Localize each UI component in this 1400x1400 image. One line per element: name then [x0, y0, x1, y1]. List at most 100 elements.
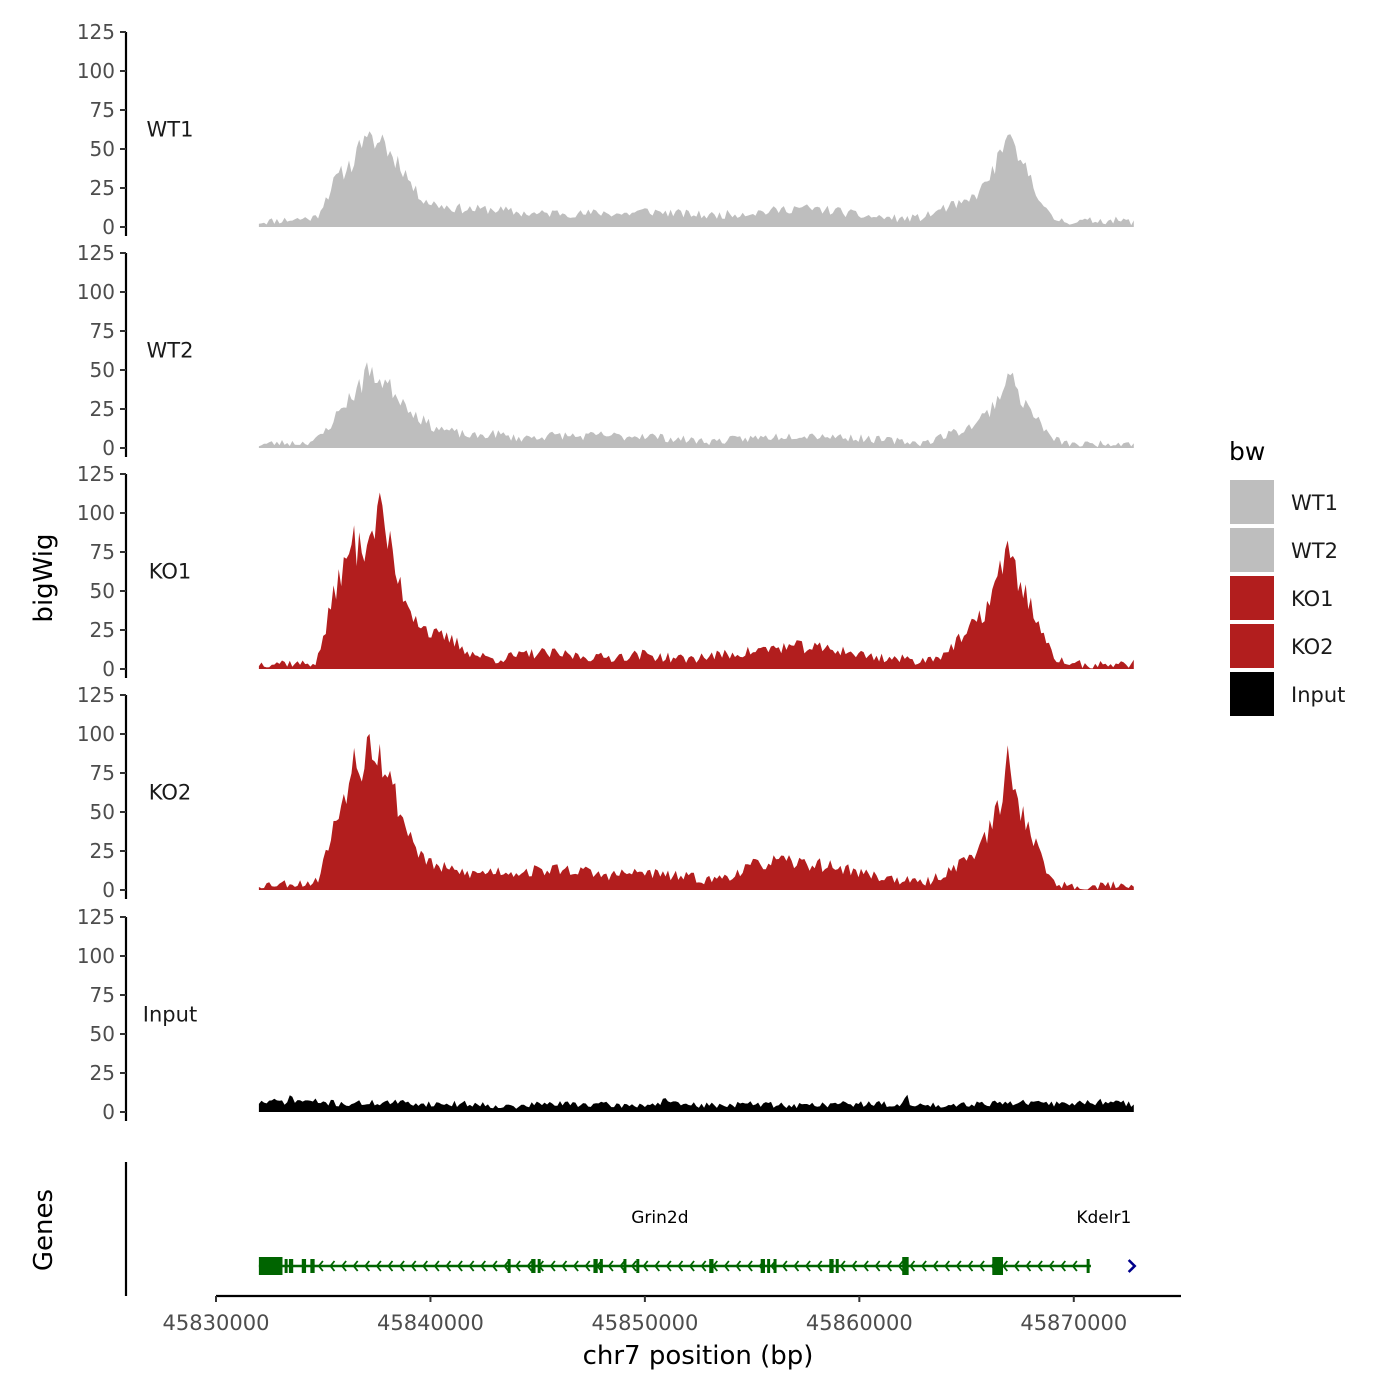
- bigwig-tracks: 0 25 50 75 100 125 WT1 0 25 50 75 100 125 WT2 0 25 50 75 1…: [77, 20, 1134, 1124]
- gene-exon: [593, 1259, 598, 1273]
- y-tick-label: 0: [102, 436, 115, 460]
- strand-chevron: [735, 1260, 742, 1272]
- strand-chevron: [352, 1260, 359, 1272]
- y-tick-label: 125: [77, 683, 115, 707]
- strand-chevron: [1002, 1260, 1009, 1272]
- track-wt2: 0 25 50 75 100 125 WT2: [77, 241, 1134, 460]
- track-wt1: 0 25 50 75 100 125 WT1: [77, 20, 1134, 239]
- gene-exon: [1086, 1259, 1090, 1273]
- y-tick-label: 75: [90, 540, 115, 564]
- strand-chevron: [1060, 1260, 1067, 1272]
- x-axis: 45830000 45840000 45850000 45860000 45870000: [163, 1294, 1181, 1335]
- gene-exon: [835, 1259, 839, 1273]
- strand-chevron: [642, 1260, 649, 1272]
- strand-chevron: [886, 1260, 893, 1272]
- strand-chevron: [619, 1260, 626, 1272]
- strand-chevron: [688, 1260, 695, 1272]
- strand-chevron: [1036, 1260, 1043, 1272]
- gene-exon: [760, 1259, 765, 1273]
- legend-swatch-wt2: [1230, 528, 1274, 572]
- gene-exon: [992, 1257, 1004, 1275]
- strand-chevron: [468, 1260, 475, 1272]
- y-tick-label: 125: [77, 905, 115, 929]
- strand-chevron: [677, 1260, 684, 1272]
- strand-chevron: [1071, 1260, 1078, 1272]
- strand-chevron: [445, 1260, 452, 1272]
- gene-exon: [284, 1259, 288, 1273]
- track-ko1: 0 25 50 75 100 125 KO1: [77, 462, 1134, 681]
- legend-swatch-ko2: [1230, 624, 1274, 668]
- strand-chevron: [1048, 1260, 1055, 1272]
- legend-swatch-ko1: [1230, 576, 1274, 620]
- strand-chevron: [433, 1260, 440, 1272]
- y-tick-label: 25: [90, 839, 115, 863]
- x-tick-label: 45860000: [806, 1311, 913, 1335]
- gene-exon: [301, 1259, 307, 1273]
- strand-chevron: [746, 1260, 753, 1272]
- strand-chevron: [584, 1260, 591, 1272]
- y-tick-label: 125: [77, 20, 115, 44]
- y-tick-label: 50: [90, 358, 115, 382]
- gene-label-kdelr1: Kdelr1: [1076, 1208, 1131, 1228]
- strand-chevron: [793, 1260, 800, 1272]
- strand-chevron: [456, 1260, 463, 1272]
- strand-chevron: [804, 1260, 811, 1272]
- y-tick-label: 50: [90, 1022, 115, 1046]
- signal-area-ko2: [258, 733, 1134, 890]
- legend-label-input: Input: [1291, 683, 1345, 707]
- gene-exon: [531, 1259, 536, 1273]
- y-tick-label: 75: [90, 319, 115, 343]
- strand-chevron: [422, 1260, 429, 1272]
- strand-chevron: [630, 1260, 637, 1272]
- strand-chevron: [932, 1260, 939, 1272]
- y-tick-label: 0: [102, 1100, 115, 1124]
- strand-chevron: [1013, 1260, 1020, 1272]
- strand-chevron: [897, 1260, 904, 1272]
- y-tick-label: 0: [102, 878, 115, 902]
- strand-chevron: [607, 1260, 614, 1272]
- strand-chevron: [526, 1260, 533, 1272]
- legend-label-ko1: KO1: [1291, 587, 1334, 611]
- gene-exon: [902, 1257, 909, 1275]
- strand-chevron: [920, 1260, 927, 1272]
- strand-chevron: [781, 1260, 788, 1272]
- strand-chevron: [410, 1260, 417, 1272]
- strand-chevron: [364, 1260, 371, 1272]
- signal-area-input: [258, 1094, 1134, 1112]
- strand-chevron: [387, 1260, 394, 1272]
- y-tick-label: 0: [102, 657, 115, 681]
- y-tick-label: 125: [77, 241, 115, 265]
- y-tick-label: 75: [90, 983, 115, 1007]
- legend-label-wt2: WT2: [1291, 539, 1338, 563]
- y-tick-label: 75: [90, 761, 115, 785]
- x-tick-label: 45840000: [377, 1311, 484, 1335]
- y-tick-label: 0: [102, 215, 115, 239]
- genes-track: Grin2d Kdelr1: [124, 1162, 1137, 1296]
- track-ko2: 0 25 50 75 100 125 KO2: [77, 683, 1134, 902]
- gene-grin2d: Grin2d: [258, 1208, 1091, 1275]
- gene-exon: [258, 1257, 283, 1275]
- y-tick-label: 25: [90, 1061, 115, 1085]
- strand-chevron: [955, 1260, 962, 1272]
- gene-exon: [537, 1259, 541, 1273]
- track-label-wt1: WT1: [147, 118, 194, 142]
- gene-exon: [288, 1259, 294, 1273]
- gene-exon: [507, 1259, 511, 1273]
- x-axis-title: chr7 position (bp): [583, 1341, 814, 1371]
- strand-chevron: [654, 1260, 661, 1272]
- genes-axis-title: Genes: [29, 1189, 59, 1271]
- y-tick-label: 125: [77, 462, 115, 486]
- legend-swatch-wt1: [1230, 480, 1274, 524]
- y-tick-label: 100: [77, 722, 115, 746]
- gene-exon: [636, 1259, 640, 1273]
- track-label-ko2: KO2: [149, 781, 192, 805]
- x-tick-label: 45870000: [1020, 1311, 1127, 1335]
- y-tick-label: 50: [90, 579, 115, 603]
- strand-chevron: [723, 1260, 730, 1272]
- strand-chevron: [874, 1260, 881, 1272]
- y-tick-label: 50: [90, 137, 115, 161]
- gene-exon: [623, 1259, 627, 1273]
- strand-chevron: [862, 1260, 869, 1272]
- legend-swatch-input: [1230, 672, 1274, 716]
